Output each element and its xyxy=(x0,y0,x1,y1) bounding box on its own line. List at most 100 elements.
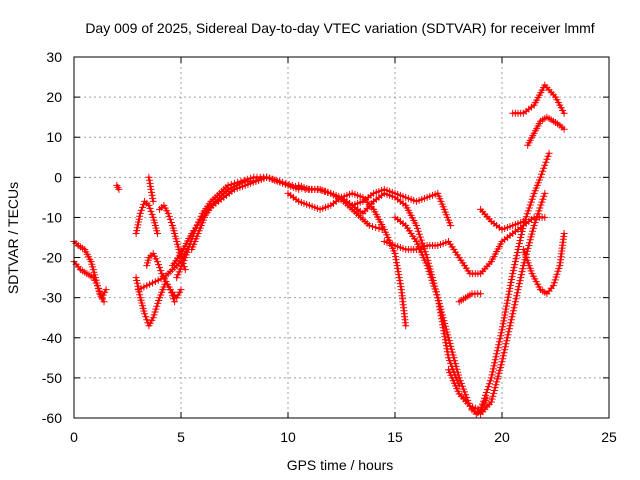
data-point-marker xyxy=(181,266,189,274)
data-point-marker xyxy=(497,361,505,369)
y-tick-label: -50 xyxy=(42,370,62,386)
data-point-marker xyxy=(413,224,421,232)
data-point-marker xyxy=(173,274,181,282)
data-point-marker xyxy=(553,270,561,278)
data-point-marker xyxy=(142,313,150,321)
data-point-marker xyxy=(513,249,521,256)
data-point-marker xyxy=(448,348,456,356)
data-point-marker xyxy=(534,210,542,218)
data-point-marker xyxy=(500,349,508,357)
data-point-marker xyxy=(167,219,175,226)
data-point-marker xyxy=(511,258,519,266)
data-point-marker xyxy=(484,383,492,391)
data-point-marker xyxy=(497,329,505,337)
data-point-marker xyxy=(498,326,506,334)
data-point-marker xyxy=(506,281,514,289)
data-point-marker xyxy=(454,371,462,379)
data-point-marker xyxy=(439,314,447,322)
data-point-marker xyxy=(505,328,513,336)
data-point-marker xyxy=(141,310,149,318)
data-point-marker xyxy=(529,192,537,200)
data-point-marker xyxy=(536,204,544,212)
data-point-marker xyxy=(515,240,523,247)
data-point-marker xyxy=(139,203,146,211)
data-point-marker xyxy=(492,381,500,389)
data-point-marker xyxy=(150,311,158,319)
y-tick-label: -30 xyxy=(42,290,62,306)
data-point-marker xyxy=(170,295,177,303)
data-point-marker xyxy=(479,400,486,408)
data-point-marker xyxy=(508,313,516,321)
data-point-marker xyxy=(526,236,534,244)
data-point-marker xyxy=(165,212,173,220)
data-point-marker xyxy=(540,164,548,172)
data-point-marker xyxy=(524,244,532,252)
data-point-marker xyxy=(560,125,568,133)
data-point-marker xyxy=(542,158,550,166)
x-tick-label: 15 xyxy=(387,429,403,445)
data-point-marker xyxy=(504,293,512,301)
data-point-marker xyxy=(431,285,439,293)
data-point-marker xyxy=(532,216,540,224)
data-point-marker xyxy=(136,291,144,299)
data-point-marker xyxy=(440,317,448,325)
data-point-marker xyxy=(488,395,496,403)
data-point-marker xyxy=(427,273,435,281)
data-point-marker xyxy=(100,298,108,306)
data-point-marker xyxy=(369,223,376,230)
data-point-marker xyxy=(493,378,501,386)
data-point-marker xyxy=(487,398,495,406)
data-point-marker xyxy=(497,332,505,340)
data-point-marker xyxy=(489,368,497,376)
data-point-marker xyxy=(517,271,525,279)
data-point-marker xyxy=(499,355,507,363)
data-point-marker xyxy=(453,365,461,373)
data-point-marker xyxy=(480,397,487,405)
data-point-marker xyxy=(372,224,380,231)
data-point-marker xyxy=(519,225,527,232)
y-axis-label: SDTVAR / TECUs xyxy=(5,182,21,294)
data-point-marker xyxy=(115,185,123,193)
data-point-marker xyxy=(526,239,533,247)
data-point-marker xyxy=(175,268,183,276)
data-point-marker xyxy=(285,180,293,188)
data-point-marker xyxy=(282,179,290,187)
data-point-marker xyxy=(132,274,140,282)
data-point-marker xyxy=(504,296,512,304)
data-point-marker xyxy=(505,287,513,295)
data-point-marker xyxy=(140,283,148,291)
data-point-marker xyxy=(491,359,499,367)
data-point-marker xyxy=(146,280,154,288)
data-point-marker xyxy=(495,369,503,377)
data-point-marker xyxy=(134,286,142,294)
data-point-marker xyxy=(488,371,496,379)
data-point-marker xyxy=(477,290,485,298)
data-point-marker xyxy=(468,406,476,414)
data-point-marker xyxy=(136,209,144,217)
data-point-marker xyxy=(529,227,537,235)
data-point-marker xyxy=(430,282,438,290)
series-arc-20 xyxy=(468,189,549,418)
data-point-marker xyxy=(503,334,511,342)
data-point-marker xyxy=(505,325,513,333)
data-point-marker xyxy=(514,286,522,294)
data-point-marker xyxy=(149,194,157,202)
data-point-marker xyxy=(493,350,501,358)
data-point-marker xyxy=(153,302,161,310)
data-point-marker xyxy=(492,353,500,361)
data-point-marker xyxy=(524,207,532,215)
y-tick-label: -40 xyxy=(42,330,62,346)
data-point-marker xyxy=(149,197,157,205)
data-point-marker xyxy=(424,265,432,272)
data-point-marker xyxy=(272,176,280,184)
chart-title: Day 009 of 2025, Sidereal Day-to-day VTE… xyxy=(85,20,594,36)
data-point-marker xyxy=(415,230,423,238)
data-point-marker xyxy=(417,236,425,244)
data-point-marker xyxy=(493,347,501,355)
x-axis-label: GPS time / hours xyxy=(287,457,394,473)
data-point-marker xyxy=(509,270,517,278)
y-tick-label: 20 xyxy=(46,89,62,105)
x-tick-label: 25 xyxy=(601,429,617,445)
data-point-marker xyxy=(263,173,271,181)
